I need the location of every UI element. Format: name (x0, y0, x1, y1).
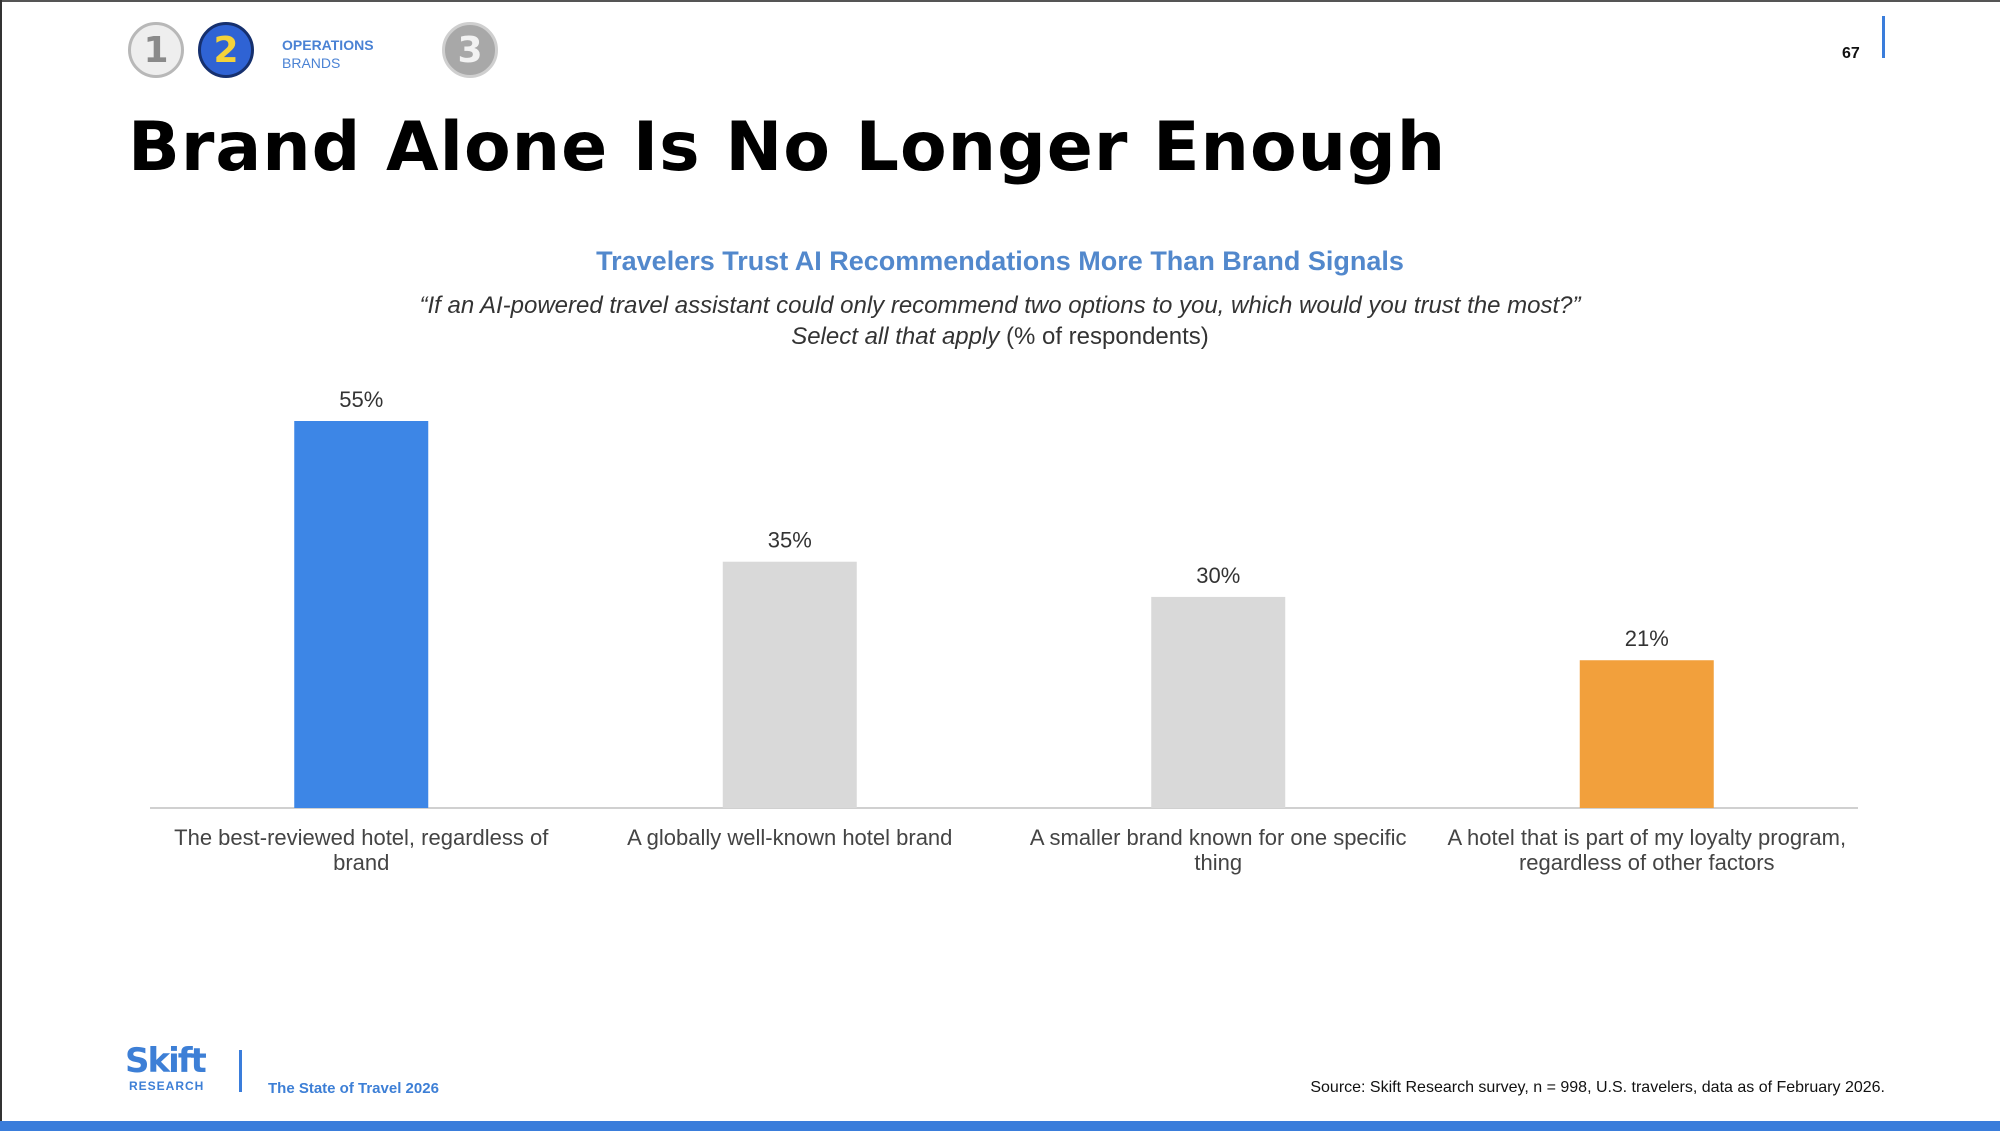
nav-subsection-label: BRANDS (282, 55, 341, 71)
footer-divider (239, 1050, 242, 1092)
value-label-1: 55% (339, 387, 383, 412)
report-title: The State of Travel 2026 (268, 1080, 439, 1097)
logo-wordmark: Skift (125, 1041, 207, 1081)
chart-instruction-line: Select all that apply (% of respondents) (0, 321, 2000, 352)
bar-chart: 55% 35% 30% 21% The best-reviewed hotel, re… (150, 387, 1858, 875)
chart-subtitle: “If an AI-powered travel assistant could… (0, 290, 2000, 352)
step-1-icon[interactable]: 1 (128, 22, 184, 78)
value-label-2: 35% (768, 528, 812, 553)
bar-1 (294, 421, 429, 808)
bottom-accent-bar (0, 1121, 2000, 1131)
category-labels-group: The best-reviewed hotel, regardless ofbr… (174, 825, 1846, 875)
bar-4 (1579, 660, 1714, 808)
page-title: Brand Alone Is No Longer Enough (128, 108, 1447, 187)
category-label-3: thing (1194, 850, 1242, 875)
chart-heading: Travelers Trust AI Recommendations More … (596, 246, 1404, 276)
logo-subtext: RESEARCH (129, 1079, 205, 1093)
bars-group (294, 421, 1714, 808)
chart-instruction: Select all that apply (791, 323, 1000, 350)
skift-logo: Skift RESEARCH (125, 1043, 225, 1093)
category-label-2: A globally well-known hotel brand (627, 825, 952, 850)
source-note: Source: Skift Research survey, n = 998, … (1310, 1079, 1885, 1096)
category-label-4: regardless of other factors (1519, 850, 1775, 875)
category-label-4: A hotel that is part of my loyalty progr… (1447, 825, 1846, 850)
nav-labels: OPERATIONS BRANDS (282, 36, 374, 72)
category-label-3: A smaller brand known for one specific (1030, 825, 1407, 850)
chart-question: “If an AI-powered travel assistant could… (419, 292, 1581, 319)
left-border (0, 0, 2, 1131)
bar-3 (1151, 596, 1286, 808)
category-label-1: The best-reviewed hotel, regardless of (174, 825, 549, 850)
step-2-icon[interactable]: 2 (198, 22, 254, 78)
chart-unit-note: (% of respondents) (1006, 323, 1209, 350)
bar-2 (722, 561, 857, 808)
value-labels-group: 55% 35% 30% 21% (339, 387, 1669, 651)
top-border (0, 0, 2000, 2)
page-number-accent (1882, 16, 1885, 58)
page-number: 67 (1842, 45, 1860, 62)
value-label-4: 21% (1625, 626, 1669, 651)
nav-section-label: OPERATIONS (282, 37, 374, 53)
value-label-3: 30% (1196, 563, 1240, 588)
step-3-icon[interactable]: 3 (442, 22, 498, 78)
category-label-1: brand (333, 850, 389, 875)
